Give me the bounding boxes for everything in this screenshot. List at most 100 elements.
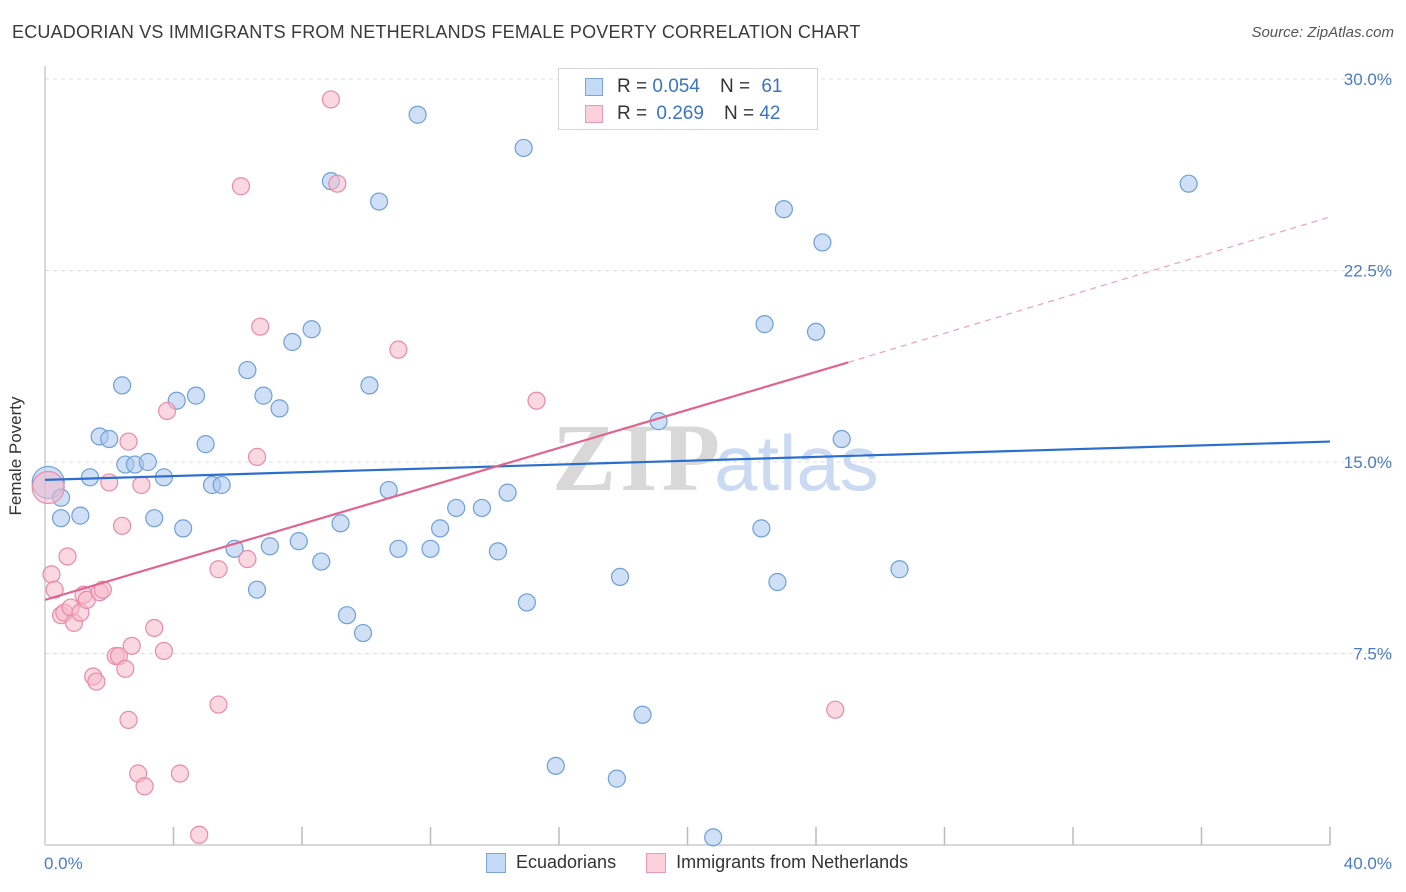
ecuadorian-point <box>312 552 331 571</box>
ecuadorian-point <box>755 315 774 334</box>
netherlands-point <box>527 391 546 410</box>
ecuadorian-point <box>498 483 517 502</box>
stats-row-ecuadorians: R = 0.054 N = 61 <box>585 76 782 98</box>
netherlands-point <box>209 695 228 714</box>
x-tick-label: 40.0% <box>1344 854 1392 873</box>
trend-lines <box>44 216 1331 601</box>
ecuadorian-point <box>174 519 193 538</box>
ecuadorian-point <box>806 322 826 341</box>
ecuadorian-point <box>389 539 408 558</box>
netherlands-point <box>119 710 138 729</box>
netherlands-point <box>247 447 267 466</box>
n-value: 42 <box>759 103 781 124</box>
ecuadorian-point <box>196 435 215 454</box>
ecuadorian-point <box>238 360 257 380</box>
netherlands-point <box>31 470 65 505</box>
netherlands-point <box>238 549 257 569</box>
ecuadorian-point <box>431 519 450 538</box>
netherlands-point <box>112 516 132 535</box>
ecuadorian-point <box>610 567 630 587</box>
ecuadorian-point <box>607 769 626 788</box>
legend-label: Immigrants from Netherlands <box>676 852 909 872</box>
watermark-zip: ZIP <box>552 404 724 511</box>
ecuadorian-point <box>890 560 909 579</box>
r-value: 0.054 <box>652 76 700 97</box>
netherlands-trend-extension <box>847 216 1331 363</box>
watermark-atlas: atlas <box>714 419 879 507</box>
ecuadorian-point <box>813 233 832 252</box>
ecuadorian-point <box>186 386 206 405</box>
r-label: R = <box>617 103 648 124</box>
x-tick-label: 0.0% <box>44 854 83 873</box>
series-legend: Ecuadorians Immigrants from Netherlands <box>486 852 938 873</box>
ecuadorian-point <box>370 192 389 211</box>
netherlands-point <box>135 777 154 796</box>
legend-item-ecuadorians[interactable]: Ecuadorians <box>486 852 616 873</box>
ecuadorian-point <box>212 475 231 495</box>
netherlands-point <box>154 641 173 661</box>
ecuadorian-point <box>138 452 157 472</box>
netherlands-point <box>42 565 61 584</box>
netherlands-point <box>321 90 341 109</box>
netherlands-trend-line <box>44 361 849 601</box>
stats-legend: R = 0.054 N = 61 R = 0.269 N = 42 <box>558 68 818 130</box>
netherlands-point <box>231 177 251 196</box>
netherlands-point <box>100 473 119 492</box>
netherlands-swatch <box>646 852 667 873</box>
n-label: N = <box>723 103 755 124</box>
ecuadorian-point <box>51 509 71 528</box>
source-label: Source: ZipAtlas.com <box>1251 24 1394 41</box>
netherlands-point <box>389 340 408 359</box>
y-tick-label: 22.5% <box>1344 262 1392 281</box>
x-tick-labels: 0.0% 40.0% <box>44 854 1392 873</box>
ecuadorian-point <box>270 399 289 418</box>
ecuadorians-trend-line <box>44 440 1331 481</box>
ecuadorian-point <box>283 332 302 352</box>
ecuadorian-point <box>71 506 90 525</box>
ecuadorian-point <box>112 376 132 395</box>
ecuadorian-point <box>145 509 164 528</box>
ecuadorian-point <box>360 376 379 395</box>
y-tick-label: 30.0% <box>1344 70 1392 89</box>
ecuadorian-point <box>421 539 440 558</box>
ecuadorians-swatch <box>486 852 506 873</box>
ecuadorian-point <box>331 514 350 533</box>
n-label: N = <box>719 76 751 97</box>
ecuadorian-point <box>704 828 723 847</box>
ecuadorian-point <box>337 606 357 625</box>
netherlands-point <box>116 659 135 678</box>
r-label: R = <box>617 76 648 97</box>
netherlands-point <box>209 560 228 579</box>
ecuadorian-point <box>488 542 508 561</box>
ecuadorian-point <box>302 320 321 339</box>
axes <box>44 66 1331 846</box>
legend-item-netherlands[interactable]: Immigrants from Netherlands <box>646 852 908 873</box>
chart-title: ECUADORIAN VS IMMIGRANTS FROM NETHERLAND… <box>12 22 861 42</box>
ecuadorian-point <box>100 429 119 449</box>
netherlands-point <box>157 401 177 421</box>
ecuadorian-point <box>752 519 771 538</box>
y-tick-label: 15.0% <box>1344 453 1392 472</box>
netherlands-point <box>251 317 270 336</box>
n-value: 61 <box>761 76 783 97</box>
ecuadorian-point <box>633 705 652 724</box>
stats-row-netherlands: R = 0.269 N = 42 <box>585 103 780 125</box>
netherlands-point <box>119 432 138 451</box>
ecuadorian-point <box>254 386 273 405</box>
ecuadorian-point <box>289 532 308 551</box>
ecuadorian-point <box>408 105 427 124</box>
netherlands-point <box>132 475 151 495</box>
ecuadorian-point <box>774 200 793 219</box>
netherlands-point <box>328 174 347 193</box>
ecuadorian-point <box>514 138 533 158</box>
ecuadorian-point <box>472 498 491 518</box>
netherlands-point <box>170 764 190 783</box>
netherlands-point <box>145 618 164 638</box>
y-tick-label: 7.5% <box>1353 645 1392 664</box>
y-tick-labels: 7.5% 15.0% 22.5% 30.0% <box>1344 70 1392 664</box>
ecuadorian-point <box>1179 174 1198 193</box>
ecuadorian-point <box>517 593 536 612</box>
ecuadorian-point <box>768 572 787 592</box>
netherlands-point <box>190 825 209 844</box>
